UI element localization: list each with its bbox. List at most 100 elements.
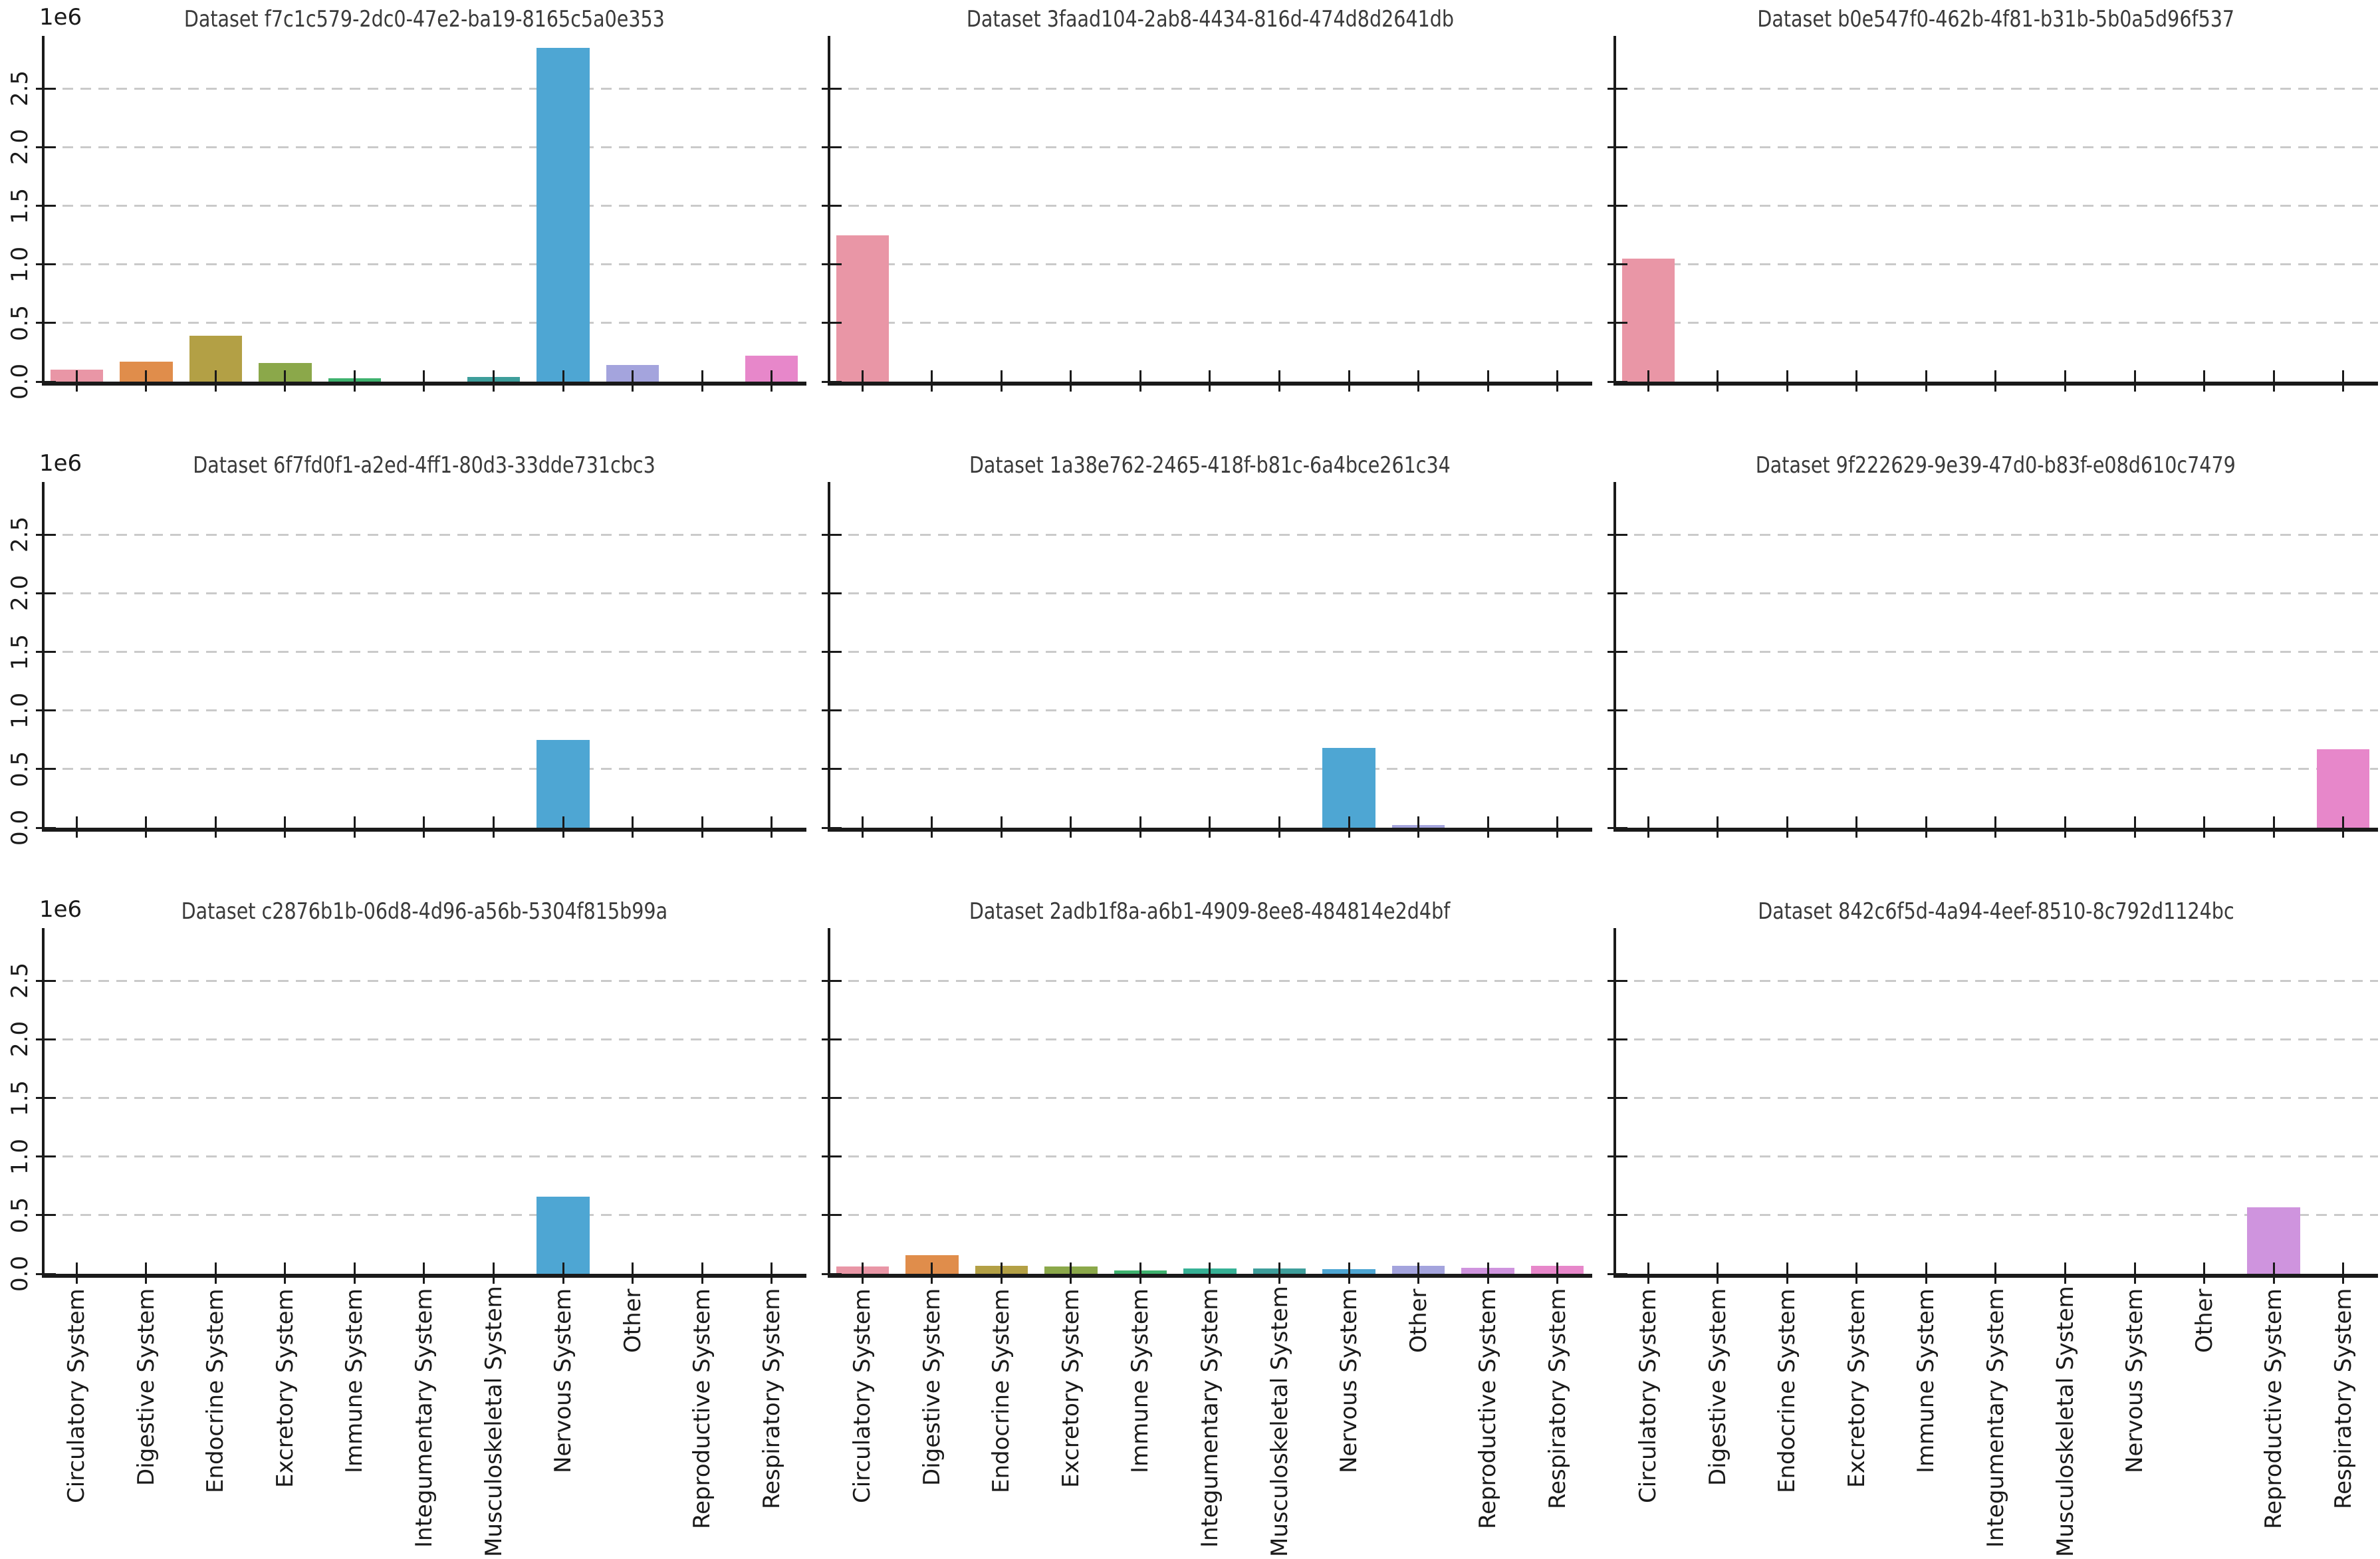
category-slot <box>529 482 598 838</box>
gridline <box>45 592 806 594</box>
x-tick-mark <box>632 370 634 392</box>
x-tick-label-musculoskeletal-system: Musculoskeletal System <box>480 1286 507 1557</box>
y-tick-mark <box>36 592 56 594</box>
x-tick-mark <box>493 1262 495 1284</box>
y-tick-mark <box>1607 709 1627 712</box>
category-slot <box>1036 36 1106 392</box>
category-slot <box>1106 36 1175 392</box>
x-tick-mark <box>861 816 864 838</box>
x-tick-mark <box>2272 816 2275 838</box>
category-slot <box>2308 36 2378 392</box>
x-tick-mark <box>284 816 287 838</box>
gridline <box>45 1214 806 1217</box>
x-tick-mark <box>771 1262 773 1284</box>
chart-title: Dataset 842c6f5d-4a94-4eef-8510-8c792d11… <box>1613 895 2378 928</box>
y-tick-mark <box>822 1097 842 1100</box>
x-tick-mark <box>1556 1262 1559 1284</box>
chart-panel: Dataset 842c6f5d-4a94-4eef-8510-8c792d11… <box>1607 895 2378 1557</box>
bar-nervous-system <box>536 739 590 828</box>
chart-row: Dataset c2876b1b-06d8-4d96-a56b-5304f815… <box>0 895 2380 1557</box>
y-tick-mark <box>822 322 842 324</box>
x-tick-mark <box>632 1262 634 1284</box>
x-tick-mark <box>632 816 634 838</box>
plot-area <box>822 928 1592 1284</box>
y-tick-mark <box>822 533 842 536</box>
x-tick-mark <box>214 1262 217 1284</box>
x-tick-label-other: Other <box>1405 1288 1432 1353</box>
y-tick-mark <box>36 709 56 712</box>
category-slot <box>1314 36 1384 392</box>
y-tick-label: 2.5 <box>7 963 33 999</box>
category-slot <box>1453 928 1523 1284</box>
category-slot <box>897 482 967 838</box>
category-slot <box>1036 928 1106 1284</box>
bar-nervous-system <box>536 1196 590 1274</box>
x-tick-mark <box>2272 1262 2275 1284</box>
x-tick-mark <box>1209 1262 1211 1284</box>
y-tick-mark <box>1607 592 1627 594</box>
chart-title: Dataset 6f7fd0f1-a2ed-4ff1-80d3-33dde731… <box>42 449 806 482</box>
category-slot <box>42 482 112 838</box>
category-slot <box>390 928 459 1284</box>
x-tick-mark <box>1925 816 1927 838</box>
gridline <box>1616 87 2378 90</box>
category-slot <box>737 482 806 838</box>
x-tick-mark <box>1855 816 1858 838</box>
y-tick-mark <box>36 322 56 324</box>
category-slot <box>667 928 737 1284</box>
gridline <box>1616 651 2378 654</box>
category-slot <box>1822 482 1892 838</box>
x-tick-mark <box>214 816 217 838</box>
gridline <box>1616 1038 2378 1040</box>
gridline <box>1616 768 2378 771</box>
x-tick-label-immune-system: Immune System <box>341 1288 368 1473</box>
x-tick-mark <box>1925 370 1927 392</box>
x-tick-mark <box>931 816 933 838</box>
y-axis-spine <box>42 36 45 386</box>
chart-title: Dataset c2876b1b-06d8-4d96-a56b-5304f815… <box>42 895 806 928</box>
y-tick-mark <box>36 263 56 266</box>
category-slot <box>1752 928 1822 1284</box>
gridline <box>1616 322 2378 324</box>
x-tick-mark <box>1417 816 1420 838</box>
category-slot <box>181 482 251 838</box>
y-tick-mark <box>1607 1214 1627 1217</box>
x-tick-label-respiratory-system: Respiratory System <box>758 1288 785 1510</box>
y-tick-mark <box>1607 1097 1627 1100</box>
x-tick-mark <box>1855 1262 1858 1284</box>
x-tick-mark <box>353 816 356 838</box>
x-tick-mark <box>562 816 564 838</box>
category-slot <box>2030 36 2100 392</box>
x-tick-label-circulatory-system: Circulatory System <box>849 1288 876 1503</box>
x-tick-mark <box>1348 816 1350 838</box>
chart-panel: Dataset c2876b1b-06d8-4d96-a56b-5304f815… <box>7 895 806 1557</box>
chart-title-text: Dataset 9f222629-9e39-47d0-b83f-e08d610c… <box>1755 452 2236 479</box>
y-tick-mark <box>1607 322 1627 324</box>
category-slot <box>42 36 112 392</box>
x-tick-mark <box>861 1262 864 1284</box>
x-tick-label-integumentary-system: Integumentary System <box>1197 1288 1223 1548</box>
chart-title-text: Dataset 3faad104-2ab8-4434-816d-474d8d26… <box>966 6 1454 33</box>
x-tick-label-digestive-system: Digestive System <box>918 1288 945 1487</box>
gridline <box>830 1097 1592 1100</box>
gridline <box>45 1155 806 1158</box>
chart-title-text: Dataset b0e547f0-462b-4f81-b31b-5b0a5d96… <box>1757 6 2234 33</box>
x-tick-mark <box>2064 1262 2067 1284</box>
y-axis-spine <box>42 482 45 832</box>
category-slot <box>2169 928 2239 1284</box>
y-tick-label: 2.5 <box>7 70 33 107</box>
category-slot <box>1961 482 2031 838</box>
category-slot <box>667 36 737 392</box>
y-axis-spine <box>828 928 830 1278</box>
category-slot <box>112 928 181 1284</box>
category-slot <box>828 482 897 838</box>
category-slot <box>1613 36 1683 392</box>
y-tick-mark <box>822 709 842 712</box>
x-tick-mark <box>1487 1262 1489 1284</box>
plot-area <box>1607 482 2378 838</box>
x-tick-mark <box>1925 1262 1927 1284</box>
gridline <box>830 979 1592 982</box>
y-tick-mark <box>822 826 842 829</box>
x-tick-label-reproductive-system: Reproductive System <box>689 1288 716 1529</box>
gridline <box>1616 146 2378 148</box>
